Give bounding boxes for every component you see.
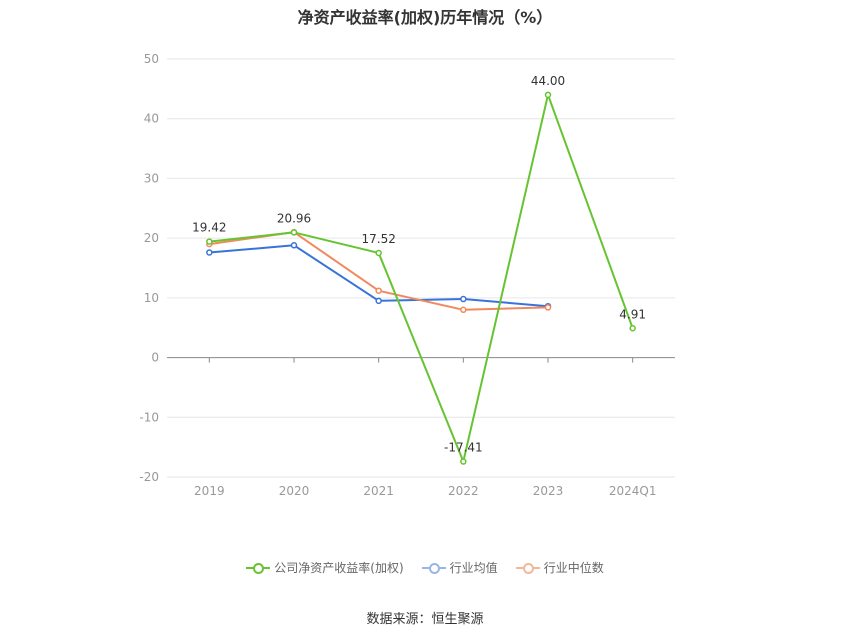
data-point (290, 242, 298, 249)
legend-item-industry-median[interactable]: 行业中位数 (515, 559, 604, 576)
x-tick-label: 2019 (194, 484, 225, 498)
data-point (206, 238, 213, 245)
data-point (375, 297, 382, 305)
chart-legend: 公司净资产收益率(加权) 行业均值 行业中位数 (0, 559, 850, 576)
x-tick-label: 2020 (279, 484, 310, 498)
data-source-note: 数据来源：恒生聚源 (366, 612, 484, 627)
data-point (375, 287, 382, 294)
series-line-0 (209, 93, 634, 463)
y-tick-label: 10 (144, 291, 159, 305)
data-point (460, 458, 467, 465)
data-label: 19.42 (192, 221, 226, 235)
legend-label: 行业中位数 (543, 561, 604, 575)
legend-marker-icon (246, 562, 271, 574)
legend-item-industry-mean[interactable]: 行业均值 (421, 559, 498, 576)
data-point (629, 325, 636, 332)
legend-marker-icon (515, 562, 540, 574)
y-tick-label: -20 (139, 470, 159, 484)
y-tick-label: 40 (144, 112, 159, 126)
y-tick-label: 0 (151, 351, 159, 365)
data-point (206, 249, 213, 256)
data-label: 4.91 (619, 307, 646, 321)
data-point (544, 304, 552, 311)
legend-marker-icon (421, 562, 446, 574)
data-point (460, 306, 467, 314)
chart-title: 净资产收益率(加权)历年情况（%） (297, 8, 553, 27)
data-point (460, 295, 467, 303)
data-point (290, 229, 298, 236)
data-label: -17.41 (444, 441, 483, 455)
data-label: 20.96 (277, 211, 311, 225)
data-label: 44.00 (531, 74, 565, 88)
data-point (375, 249, 382, 257)
y-tick-label: -10 (139, 410, 159, 424)
y-tick-label: 30 (144, 171, 159, 185)
data-point (544, 91, 552, 99)
y-tick-label: 20 (144, 231, 159, 245)
data-label: 17.52 (361, 232, 395, 246)
legend-label: 公司净资产收益率(加权) (274, 561, 404, 575)
legend-item-company-roe[interactable]: 公司净资产收益率(加权) (246, 559, 404, 576)
y-tick-label: 50 (144, 52, 159, 66)
x-tick-label: 2024Q1 (609, 484, 657, 498)
x-tick-label: 2021 (363, 484, 394, 498)
legend-label: 行业均值 (449, 561, 498, 575)
x-tick-label: 2022 (448, 484, 479, 498)
x-tick-label: 2023 (533, 484, 564, 498)
